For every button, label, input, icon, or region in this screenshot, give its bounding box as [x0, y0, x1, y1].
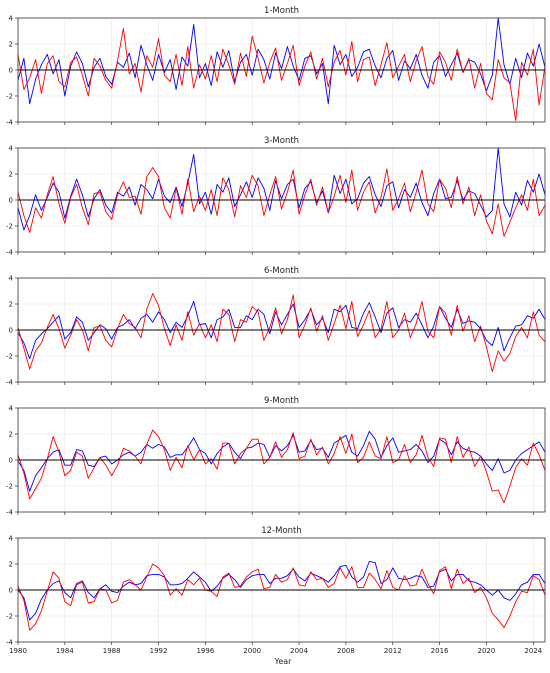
y-tick-label: 0 [9, 197, 13, 205]
panel-title: 1-Month [264, 6, 299, 16]
panel-title: 6-Month [264, 266, 299, 276]
y-tick-label: -4 [6, 119, 14, 127]
y-tick-label: 4 [9, 145, 14, 153]
x-tick-label: 2024 [524, 647, 542, 655]
x-tick-label: 2004 [290, 647, 308, 655]
x-tick-label: 1984 [56, 647, 74, 655]
y-tick-label: 0 [9, 587, 13, 595]
x-tick-label: 2016 [431, 647, 449, 655]
red-series-line [17, 27, 546, 122]
y-tick-label: 0 [9, 327, 13, 335]
y-tick-label: 0 [9, 457, 13, 465]
y-tick-label: -4 [6, 249, 14, 257]
red-series-line [17, 563, 546, 631]
blue-series-line [17, 560, 546, 621]
x-tick-label: 2000 [243, 647, 261, 655]
y-tick-label: 0 [9, 67, 13, 75]
y-tick-label: -4 [6, 639, 14, 647]
panel-5: 12-Month -4 -2 0 2 4 [6, 526, 546, 647]
y-tick-label: 2 [9, 561, 13, 569]
y-tick-label: -2 [6, 93, 13, 101]
blue-series-line [17, 300, 546, 360]
x-tick-label: 2020 [478, 647, 496, 655]
panel-title: 9-Month [264, 396, 299, 406]
y-tick-label: 2 [9, 41, 13, 49]
y-tick-label: -2 [6, 353, 13, 361]
x-tick-label: 2012 [384, 647, 402, 655]
x-tick-label: 1980 [9, 647, 27, 655]
y-tick-label: -2 [6, 483, 13, 491]
panel-1: 1-Month -4 -2 0 2 4 [6, 6, 546, 127]
y-tick-label: -4 [6, 379, 14, 387]
blue-series-line [17, 430, 546, 492]
panel-title: 12-Month [261, 526, 302, 536]
red-series-line [17, 167, 546, 237]
y-tick-label: -4 [6, 509, 14, 517]
panels-group: 1-Month -4 -2 0 2 4 3-Month -4 -2 0 2 4 6-Month -4 -2 0… [6, 6, 546, 647]
blue-series-line [17, 147, 546, 231]
y-tick-label: 2 [9, 301, 13, 309]
x-axis: 1980 1984 1988 1992 1996 2000 2004 2008 2012 2016… [9, 647, 543, 655]
y-tick-label: -2 [6, 223, 13, 231]
y-tick-label: 4 [9, 275, 14, 283]
panel-2: 3-Month -4 -2 0 2 4 [6, 136, 546, 257]
blue-series-line [17, 17, 546, 105]
x-tick-label: 1992 [150, 647, 168, 655]
x-axis-label: Year [274, 657, 293, 666]
y-tick-label: 4 [9, 535, 14, 543]
y-tick-label: 2 [9, 431, 13, 439]
x-tick-label: 2008 [337, 647, 355, 655]
red-series-line [17, 293, 546, 373]
panel-3: 6-Month -4 -2 0 2 4 [6, 266, 546, 387]
y-tick-label: 4 [9, 15, 14, 23]
panel-4: 9-Month -4 -2 0 2 4 [6, 396, 546, 517]
y-tick-label: -2 [6, 613, 13, 621]
red-series-line [17, 429, 546, 504]
y-tick-label: 2 [9, 171, 13, 179]
panel-title: 3-Month [264, 136, 299, 146]
y-tick-label: 4 [9, 405, 14, 413]
x-tick-label: 1996 [196, 647, 214, 655]
x-tick-label: 1988 [103, 647, 121, 655]
